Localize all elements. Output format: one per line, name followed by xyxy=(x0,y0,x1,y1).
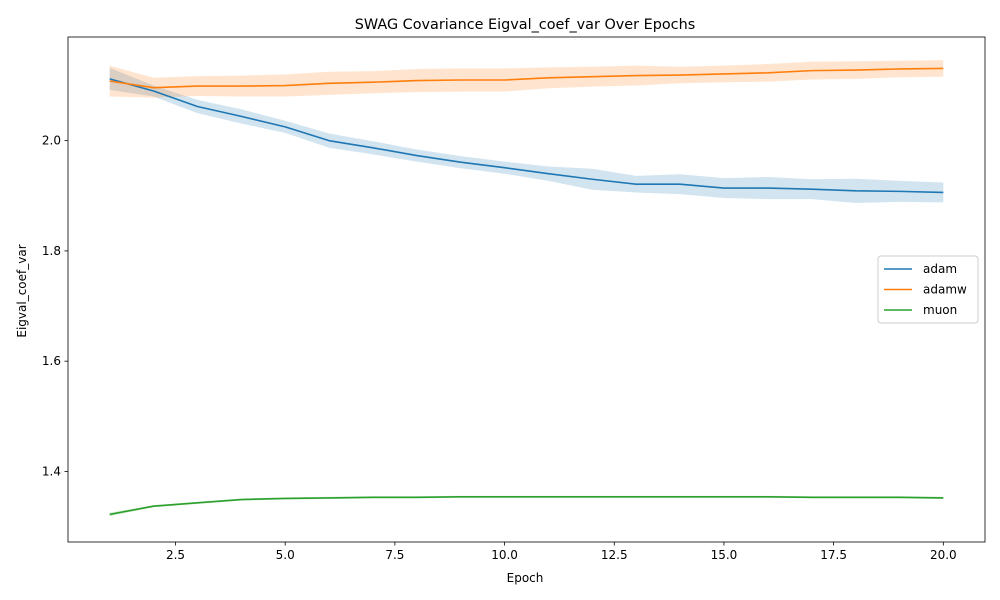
y-tick-label: 1.4 xyxy=(42,464,61,478)
y-axis-label: Eigval_coef_var xyxy=(15,244,29,337)
x-tick-label: 20.0 xyxy=(930,548,957,562)
x-tick-label: 12.5 xyxy=(601,548,628,562)
x-tick-label: 15.0 xyxy=(711,548,738,562)
band-adam xyxy=(109,67,944,203)
line-muon xyxy=(109,495,944,516)
plot-frame xyxy=(67,36,986,543)
y-tick-label: 2.0 xyxy=(42,134,61,148)
series-lines xyxy=(109,67,944,516)
x-tick-label: 7.5 xyxy=(385,548,404,562)
x-tick-label: 5.0 xyxy=(276,548,295,562)
y-tick-label: 1.6 xyxy=(42,354,61,368)
legend-box xyxy=(877,255,979,324)
confidence-bands xyxy=(109,60,944,517)
legend: adam adamw muon xyxy=(877,255,979,324)
line-adam xyxy=(109,78,944,194)
x-axis-label: Epoch xyxy=(507,571,544,585)
axes: 2.5 5.0 7.5 10.0 12.5 15.0 17.5 20.0 1.4 1.6 1.8 2.… xyxy=(42,36,986,562)
legend-label-adamw: adamw xyxy=(923,283,967,297)
x-tick-label: 2.5 xyxy=(166,548,185,562)
x-tick-label: 17.5 xyxy=(820,548,847,562)
legend-label-muon: muon xyxy=(923,303,957,317)
line-adamw xyxy=(109,67,944,89)
band-muon xyxy=(109,495,944,517)
legend-label-adam: adam xyxy=(923,262,957,276)
x-tick-label: 10.0 xyxy=(491,548,518,562)
chart-title: SWAG Covariance Eigval_coef_var Over Epo… xyxy=(355,17,695,33)
y-tick-label: 1.8 xyxy=(42,244,61,258)
